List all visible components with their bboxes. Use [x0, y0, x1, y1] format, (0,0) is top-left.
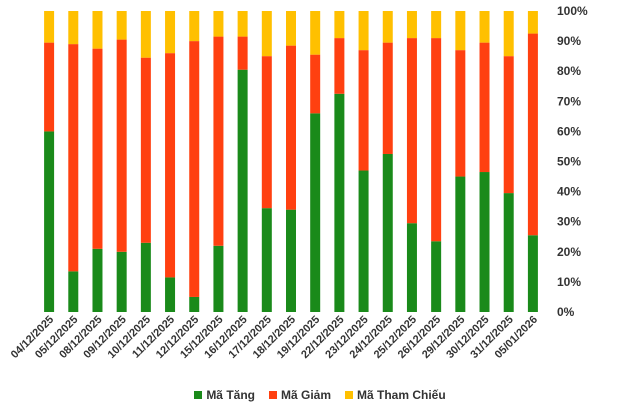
bar-segment-series-1-12 — [334, 38, 345, 94]
y-tick-label: 0% — [557, 305, 575, 319]
bar-segment-series-2-17 — [455, 11, 466, 51]
bar-segment-series-1-1 — [68, 44, 79, 272]
bar-segment-series-0-16 — [431, 241, 442, 312]
bar-segment-series-0-8 — [237, 69, 248, 312]
legend-swatch-ma-tham-chieu — [345, 391, 353, 399]
bar-segment-series-2-13 — [358, 11, 369, 51]
y-tick-label: 100% — [557, 4, 588, 18]
bar-segment-series-1-2 — [92, 48, 103, 249]
legend: Mã Tăng Mã Giảm Mã Tham Chiếu — [0, 388, 640, 402]
bar-segment-series-0-18 — [479, 172, 490, 312]
y-tick-label: 60% — [557, 124, 581, 138]
y-tick-label: 70% — [557, 94, 581, 108]
bar-segment-series-2-8 — [237, 11, 248, 37]
y-tick-label: 90% — [557, 34, 581, 48]
bar-segment-series-0-2 — [92, 248, 103, 312]
bar-segment-series-1-5 — [165, 53, 176, 278]
bar-segment-series-2-19 — [503, 11, 514, 57]
bar-segment-series-2-14 — [382, 11, 393, 43]
bar-segment-series-1-3 — [116, 39, 127, 252]
bar-segment-series-1-8 — [237, 36, 248, 70]
bar-segment-series-2-4 — [140, 11, 151, 58]
bar-segment-series-2-12 — [334, 11, 345, 39]
bar-segment-series-1-18 — [479, 42, 490, 173]
bar-segment-series-2-9 — [261, 11, 272, 57]
legend-swatch-ma-giam — [268, 391, 277, 399]
y-tick-label: 80% — [557, 64, 581, 78]
bar-segment-series-2-3 — [116, 11, 127, 40]
bar-segment-series-1-20 — [527, 33, 538, 236]
bar-segment-series-0-5 — [165, 277, 176, 312]
legend-item-ma-giam: Mã Giảm — [268, 388, 331, 402]
y-tick-label: 30% — [557, 215, 581, 229]
bar-segment-series-0-10 — [286, 209, 296, 312]
bar-segment-series-0-15 — [406, 223, 417, 312]
bar-segment-series-0-7 — [213, 245, 224, 312]
legend-label-ma-giam: Mã Giảm — [280, 388, 331, 402]
bar-segment-series-0-9 — [261, 208, 272, 312]
bar-segment-series-1-17 — [455, 50, 466, 177]
bar-segment-series-1-6 — [189, 41, 200, 297]
bar-segment-series-2-2 — [92, 11, 103, 49]
bar-segment-series-1-4 — [140, 57, 151, 243]
bar-segment-series-2-7 — [213, 11, 224, 37]
bar-segment-series-0-19 — [503, 193, 514, 312]
legend-item-ma-tang: Mã Tăng — [194, 388, 255, 402]
bar-segment-series-1-13 — [358, 50, 369, 171]
bar-segment-series-1-19 — [503, 56, 514, 194]
legend-item-ma-tham-chieu: Mã Tham Chiếu — [345, 388, 446, 402]
bar-segment-series-1-10 — [286, 45, 296, 210]
bar-segment-series-0-11 — [310, 113, 321, 312]
bar-segment-series-2-5 — [165, 11, 176, 54]
bar-segment-series-2-6 — [189, 11, 200, 42]
bar-segment-series-1-15 — [406, 38, 417, 224]
bar-segment-series-1-16 — [431, 38, 442, 242]
bar-segment-series-0-17 — [455, 176, 466, 312]
bar-segment-series-2-11 — [310, 11, 321, 55]
bar-segment-series-0-13 — [358, 170, 369, 312]
bar-segment-series-0-12 — [334, 93, 345, 312]
bar-segment-series-0-14 — [382, 153, 393, 312]
x-axis-ticks: 04/12/202505/12/202508/12/202509/12/2025… — [9, 314, 540, 361]
bar-segment-series-2-1 — [68, 11, 79, 45]
y-tick-label: 20% — [557, 245, 581, 259]
bar-segment-series-1-9 — [261, 56, 272, 209]
bars-group — [44, 11, 538, 313]
y-tick-label: 40% — [557, 185, 581, 199]
bar-segment-series-2-15 — [406, 11, 417, 39]
y-tick-label: 50% — [557, 155, 581, 169]
legend-swatch-ma-tang — [194, 391, 203, 399]
bar-segment-series-0-0 — [44, 131, 55, 312]
y-axis-ticks: 0% 10% 20% 30% 40% 50% 60% 70% 80% 90% 100% — [557, 4, 588, 319]
bar-segment-series-0-6 — [189, 296, 200, 312]
bar-segment-series-2-18 — [479, 11, 490, 43]
bar-segment-series-0-3 — [116, 251, 127, 312]
bar-segment-series-1-7 — [213, 36, 224, 246]
legend-label-ma-tham-chieu: Mã Tham Chiếu — [357, 388, 446, 402]
bar-segment-series-1-11 — [310, 54, 321, 114]
bar-segment-series-0-1 — [68, 271, 79, 313]
bar-segment-series-2-10 — [286, 11, 296, 46]
bar-segment-series-1-0 — [44, 42, 55, 132]
bar-segment-series-1-14 — [382, 42, 393, 154]
bar-segment-series-0-4 — [140, 242, 151, 312]
legend-label-ma-tang: Mã Tăng — [206, 388, 255, 402]
bar-segment-series-2-20 — [527, 11, 538, 34]
bar-segment-series-2-16 — [431, 11, 442, 39]
bar-segment-series-0-20 — [527, 235, 538, 312]
y-tick-label: 10% — [557, 275, 581, 289]
bar-segment-series-2-0 — [44, 11, 55, 43]
